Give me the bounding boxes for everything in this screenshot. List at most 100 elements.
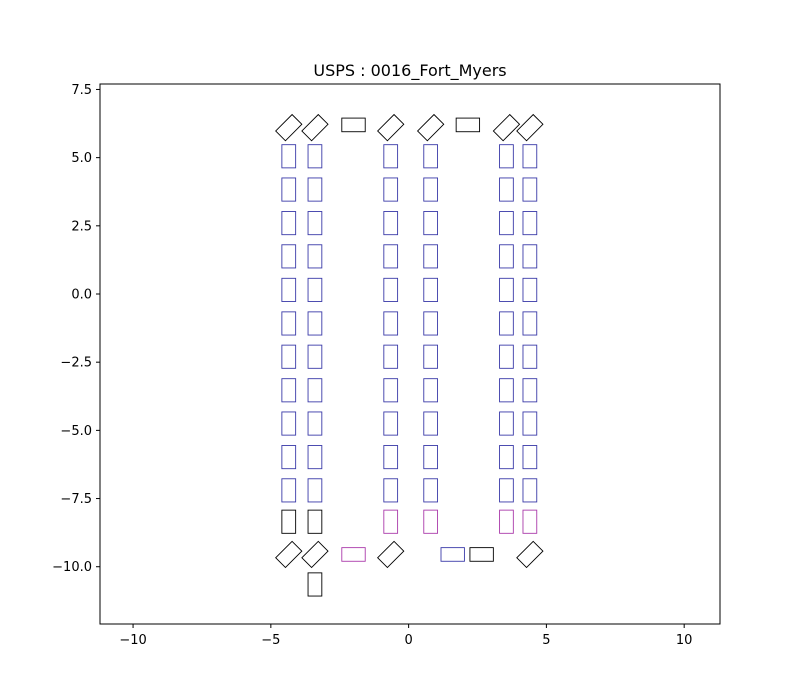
y-tick-label: −7.5	[60, 492, 92, 507]
marker-rect-c4-r9	[499, 445, 514, 470]
marker-rect-c3-r3	[423, 244, 439, 269]
marker-rect-bottom-c0	[281, 509, 297, 534]
marker-rect-c0-r1	[281, 177, 297, 202]
x-tick-label: −10	[119, 633, 146, 648]
marker-rect-c0-r7	[281, 378, 297, 403]
marker-rect-c1-r2	[307, 211, 323, 236]
y-tick-label: −2.5	[60, 356, 92, 371]
marker-rect-c4-r10	[499, 478, 514, 503]
marker-rect-c2-r8	[383, 411, 399, 436]
marker-rect-c4-r8	[499, 411, 514, 436]
marker-rect-bottom-c1	[307, 509, 323, 534]
x-tick-label: −5	[261, 633, 280, 648]
marker-rect-c3-r6	[423, 344, 439, 369]
marker-rect-c2-r0	[383, 144, 399, 169]
marker-rect-c4-r6	[499, 344, 514, 369]
marker-rect-c2-r9	[383, 445, 399, 470]
marker-diamond-top-3	[416, 113, 445, 142]
marker-rect-c5-r2	[522, 211, 538, 236]
marker-rect-c4-r3	[499, 244, 514, 269]
marker-diamond-top-1	[301, 113, 329, 142]
marker-rect-c5-r9	[522, 445, 538, 470]
marker-rect-c0-r10	[281, 478, 297, 503]
marker-rect-c1-r7	[307, 378, 323, 403]
marker-rect-c3-r4	[423, 277, 439, 302]
marker-rect-c3-r0	[423, 144, 439, 169]
chart-axes: −10 −5 0 5 10 7.5 5.0 2.5 0.0 −2.5 −5.0 −7.5 −10.0	[52, 83, 721, 648]
marker-rect-c2-r10	[383, 478, 399, 503]
marker-rect-c3-r1	[423, 177, 439, 202]
y-tick-label: −10.0	[52, 560, 92, 575]
marker-rect-c1-r6	[307, 344, 323, 369]
marker-rect-c1-r8	[307, 411, 323, 436]
marker-rect-c2-r4	[383, 277, 399, 302]
marker-rect-bottom-c5	[522, 509, 538, 534]
marker-rect-c1-r1	[307, 177, 323, 202]
y-tick-label: 5.0	[71, 151, 92, 166]
marker-rect-c5-r8	[522, 411, 538, 436]
marker-rect-c5-r0	[522, 144, 538, 169]
marker-rect-c0-r5	[281, 311, 297, 336]
marker-rect-c0-r3	[281, 244, 297, 269]
marker-rect-c3-r10	[423, 478, 439, 503]
marker-rect-c2-r5	[383, 311, 399, 336]
marker-rect-bottom-c2	[383, 509, 399, 534]
marker-rect-c5-r4	[522, 277, 538, 302]
marker-diamond-top-0	[275, 113, 303, 142]
marker-rect-c5-r10	[522, 478, 538, 503]
marker-diamond-bottom-1	[301, 540, 329, 569]
marker-rect-c2-r7	[383, 378, 399, 403]
marker-rect-c1-r9	[307, 445, 323, 470]
marker-rect-c5-r6	[522, 344, 538, 369]
marker-rect-c1-r0	[307, 144, 323, 169]
marker-rect-c2-r3	[383, 244, 399, 269]
marker-rect-c4-r7	[499, 378, 514, 403]
marker-rect-horizontal-0	[341, 117, 366, 133]
marker-rect-c4-r4	[499, 277, 514, 302]
marker-rect-extra-0	[307, 572, 323, 597]
y-tick-label: 0.0	[71, 288, 92, 303]
marker-rect-c4-r1	[499, 177, 514, 202]
marker-rect-bottom-c3	[423, 509, 439, 534]
marker-rect-c5-r5	[522, 311, 538, 336]
x-tick-label: 10	[676, 633, 693, 648]
marker-rect-c3-r7	[423, 378, 439, 403]
marker-rect-c5-r3	[522, 244, 538, 269]
marker-rect-c3-r5	[423, 311, 439, 336]
marker-diamond-bottom-0	[275, 540, 303, 569]
marker-rect-bottom-c4	[499, 509, 514, 534]
marker-rect-c0-r6	[281, 344, 297, 369]
marker-rect-horizontal-3	[440, 547, 465, 562]
marker-rect-c0-r4	[281, 277, 297, 302]
y-tick-label: −5.0	[60, 424, 92, 439]
x-tick-label: 5	[542, 633, 550, 648]
marker-rect-horizontal-1	[455, 117, 481, 133]
marker-rect-c5-r1	[522, 177, 538, 202]
chart-marks	[275, 113, 544, 597]
marker-diamond-top-2	[377, 113, 405, 142]
marker-diamond-bottom-3	[516, 540, 544, 569]
marker-rect-c2-r6	[383, 344, 399, 369]
marker-rect-c4-r0	[499, 144, 514, 169]
marker-rect-c3-r2	[423, 211, 439, 236]
marker-rect-c1-r4	[307, 277, 323, 302]
chart-title: USPS : 0016_Fort_Myers	[313, 61, 506, 81]
x-tick-label: 0	[404, 633, 412, 648]
marker-rect-c4-r5	[499, 311, 514, 336]
marker-rect-c1-r5	[307, 311, 323, 336]
marker-rect-c4-r2	[499, 211, 514, 236]
marker-rect-c1-r3	[307, 244, 323, 269]
y-tick-label: 2.5	[71, 219, 92, 234]
marker-rect-c3-r8	[423, 411, 439, 436]
y-tick-label: 7.5	[71, 83, 92, 98]
marker-diamond-top-5	[516, 113, 544, 142]
marker-rect-c2-r2	[383, 211, 399, 236]
marker-rect-c1-r10	[307, 478, 323, 503]
plot-frame	[99, 83, 721, 625]
marker-rect-horizontal-4	[469, 547, 494, 562]
marker-rect-c3-r9	[423, 445, 439, 470]
marker-rect-c5-r7	[522, 378, 538, 403]
marker-diamond-bottom-2	[377, 540, 405, 569]
marker-rect-c0-r2	[281, 211, 297, 236]
